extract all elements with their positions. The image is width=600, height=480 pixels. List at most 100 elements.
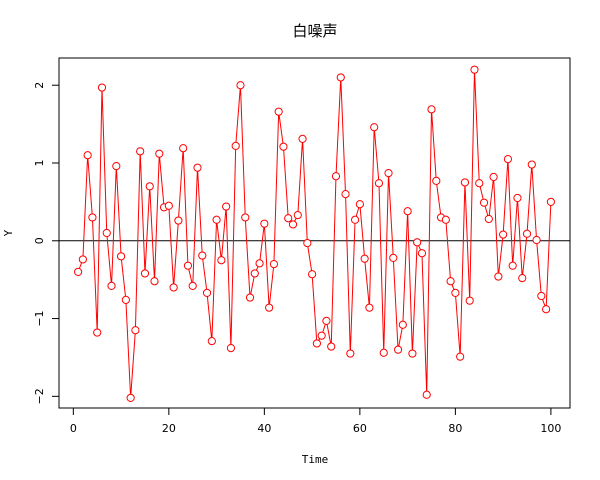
data-point (393, 345, 403, 354)
y-tick-label: 0 (33, 237, 46, 244)
data-point (422, 390, 431, 399)
data-point (489, 172, 498, 182)
data-point (427, 105, 436, 114)
data-point (546, 197, 555, 206)
data-point (226, 344, 236, 353)
data-point (403, 207, 412, 216)
data-point (542, 305, 551, 314)
y-tick-label: −2 (33, 388, 46, 404)
data-point (169, 283, 178, 292)
data-point (389, 253, 398, 262)
data-point (327, 342, 336, 351)
data-point (494, 272, 503, 281)
data-point (465, 296, 474, 305)
data-point (212, 215, 221, 224)
data-point (107, 281, 116, 290)
y-tick-label: −1 (33, 310, 46, 326)
x-tick-label: 80 (448, 422, 462, 435)
data-point (518, 274, 527, 283)
y-axis: −2 −1 0 1 2 (33, 82, 60, 404)
data-point (508, 261, 517, 270)
data-point (317, 331, 326, 340)
data-point (479, 198, 489, 207)
data-point (460, 178, 470, 187)
data-point (245, 293, 255, 302)
data-point (312, 339, 321, 348)
data-point (250, 269, 259, 278)
series-line (77, 69, 552, 398)
data-point (155, 149, 164, 158)
data-point (198, 251, 207, 260)
data-point (131, 326, 140, 335)
data-point (145, 182, 154, 191)
x-axis-label: Time (302, 453, 329, 466)
data-point (365, 303, 374, 312)
data-point (513, 193, 522, 203)
data-point (179, 144, 188, 153)
data-point (341, 190, 350, 199)
data-point (331, 172, 341, 181)
data-point (398, 320, 407, 329)
data-point (102, 228, 111, 238)
data-point (231, 141, 240, 150)
data-point (207, 337, 216, 346)
data-point (265, 303, 274, 312)
data-point (379, 348, 388, 357)
y-tick-label: 2 (33, 82, 46, 89)
data-point (456, 352, 465, 361)
data-point (88, 213, 97, 222)
data-point (484, 214, 493, 224)
data-point (236, 81, 245, 90)
data-point (83, 151, 92, 160)
data-point (322, 316, 331, 325)
data-point (78, 255, 87, 264)
data-point (293, 211, 302, 220)
data-point (308, 270, 317, 279)
data-point (284, 214, 293, 223)
data-point (260, 219, 269, 228)
data-point (188, 281, 197, 290)
data-point (470, 65, 479, 74)
data-point (360, 254, 369, 263)
data-point (241, 213, 250, 222)
data-point (150, 277, 159, 286)
data-point (499, 230, 508, 239)
data-point (126, 393, 135, 402)
data-point (164, 201, 173, 210)
data-point (417, 249, 427, 258)
data-point (413, 238, 422, 247)
x-tick-label: 20 (162, 422, 176, 435)
data-point (217, 256, 226, 265)
data-point (298, 134, 307, 143)
data-point (522, 229, 532, 238)
data-point (274, 107, 283, 116)
data-point (116, 252, 126, 261)
x-axis: 0 20 40 60 80 100 (70, 407, 561, 435)
data-point (527, 160, 536, 169)
y-axis-label: Y (2, 229, 15, 236)
data-point (446, 277, 455, 286)
data-point (374, 179, 384, 188)
data-point (384, 169, 393, 178)
data-point (336, 73, 345, 82)
data-point (346, 349, 355, 358)
data-point (140, 269, 150, 278)
data-point (183, 261, 193, 270)
data-point (370, 123, 379, 132)
data-point (303, 239, 312, 248)
data-point (432, 176, 441, 185)
data-point (174, 216, 183, 225)
x-tick-label: 0 (70, 422, 77, 435)
data-point (74, 267, 83, 276)
x-tick-label: 60 (353, 422, 367, 435)
data-point (350, 215, 360, 224)
plot-frame (58, 57, 571, 409)
data-point (355, 200, 364, 209)
data-point (255, 259, 264, 268)
data-point (136, 147, 145, 156)
data-point (202, 288, 212, 297)
data-point (97, 83, 107, 92)
data-point (269, 260, 279, 269)
data-point (112, 162, 121, 171)
y-tick-label: 1 (33, 160, 46, 167)
